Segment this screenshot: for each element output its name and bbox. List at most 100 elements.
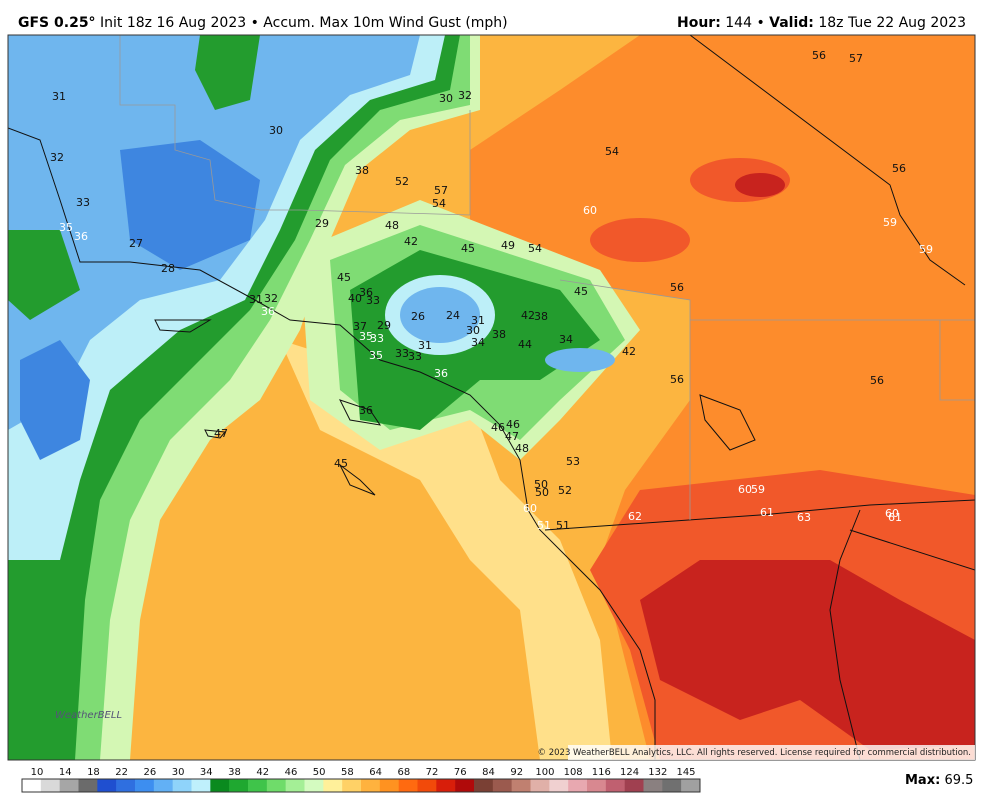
station-value: 35 [369,349,383,362]
colorbar-label: 132 [648,767,667,778]
colorbar-swatch [624,779,644,792]
colorbar-swatch [285,779,305,792]
station-value: 31 [418,339,432,352]
colorbar-swatch [135,779,155,792]
station-value: 54 [605,145,619,158]
colorbar-label: 145 [676,767,695,778]
colorbar-label: 42 [256,767,269,778]
station-value: 47 [505,430,519,443]
station-value: 45 [337,271,351,284]
station-value: 56 [812,49,826,62]
station-value: 61 [760,506,774,519]
colorbar-swatch [568,779,588,792]
station-value: 34 [559,333,573,346]
header-right: Hour: 144 • Valid: 18z Tue 22 Aug 2023 [677,15,966,31]
station-value: 56 [670,281,684,294]
station-value: 57 [849,52,863,65]
colorbar-label: 108 [564,767,583,778]
station-value: 51 [537,519,551,532]
colorbar-swatch [455,779,475,792]
station-value: 63 [797,511,811,524]
colorbar-label: 46 [285,767,298,778]
station-value: 32 [264,292,278,305]
station-value: 28 [161,262,175,275]
logo: WeatherBELL [55,710,122,721]
station-value: 51 [556,519,570,532]
station-value: 60 [583,204,597,217]
colorbar-swatch [59,779,79,792]
station-value: 45 [574,285,588,298]
station-value: 45 [461,242,475,255]
station-value: 35 [59,221,73,234]
station-value: 62 [628,510,642,523]
station-value: 59 [751,483,765,496]
colorbar-swatch [605,779,625,792]
colorbar-label: 22 [115,767,128,778]
colorbar-swatch [511,779,531,792]
colorbar-swatch [417,779,437,792]
colorbar-swatch [587,779,607,792]
station-value: 52 [395,175,409,188]
colorbar-swatch [40,779,60,792]
station-value: 36 [74,230,88,243]
colorbar-swatch [492,779,512,792]
station-value: 52 [558,484,572,497]
colorbar-swatch [172,779,192,792]
station-value: 30 [466,324,480,337]
station-value: 46 [491,421,505,434]
colorbar-swatch [248,779,268,792]
coastline [8,35,975,760]
station-value: 32 [458,89,472,102]
hour: 144 • [725,15,764,31]
colorbar-label: 72 [426,767,439,778]
station-value: 29 [315,217,329,230]
colorbar-swatch [379,779,399,792]
header-left: GFS 0.25° Init 18z 16 Aug 2023 • Accum. … [18,15,508,31]
colorbar-swatch [266,779,286,792]
station-value: 36 [434,367,448,380]
colorbar-swatch [191,779,211,792]
colorbar-label: 68 [397,767,410,778]
station-value: 30 [439,92,453,105]
model: GFS 0.25° [18,15,96,31]
station-value: 61 [888,511,902,524]
station-value: 34 [471,336,485,349]
station-value: 36 [261,305,275,318]
station-value: 32 [50,151,64,164]
max-text: Max: 69.5 [905,773,973,788]
station-value: 24 [446,309,460,322]
station-value: 45 [334,457,348,470]
station-value: 47 [214,427,228,440]
colorbar-swatch [530,779,550,792]
station-value: 29 [377,319,391,332]
station-value: 33 [408,350,422,363]
colorbar-swatch [97,779,117,792]
colorbar-label: 50 [313,767,326,778]
colorbar-swatch [361,779,381,792]
station-value: 59 [883,216,897,229]
station-value: 31 [471,314,485,327]
colorbar-swatch [323,779,343,792]
valid: 18z Tue 22 Aug 2023 [818,15,966,31]
colorbar-swatch [22,779,42,792]
colorbar-label: 10 [31,767,44,778]
max-value: 69.5 [944,773,973,788]
colorbar-frame [21,778,701,793]
station-value: 50 [534,478,548,491]
station-value: 49 [501,239,515,252]
station-value: 57 [434,184,448,197]
colorbar-swatch [398,779,418,792]
station-value: 48 [385,219,399,232]
station-value: 56 [892,162,906,175]
colorbar-swatch [474,779,494,792]
colorbar-label: 64 [369,767,382,778]
colorbar-label: 34 [200,767,213,778]
station-value: 59 [919,243,933,256]
hour-label: Hour: [677,15,721,31]
station-value: 38 [492,328,506,341]
station-value: 42 [521,309,535,322]
